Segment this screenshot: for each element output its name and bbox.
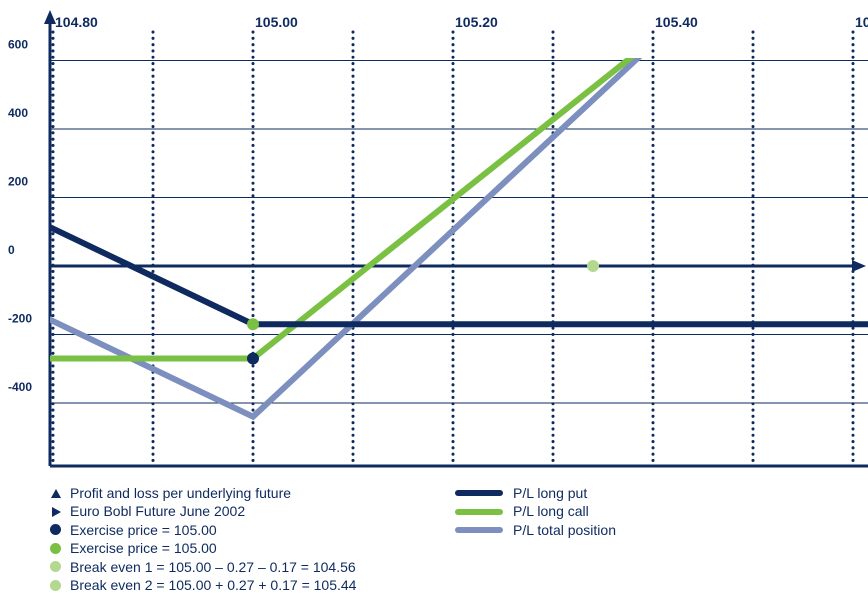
legend-label: Exercise price = 105.00 [70,540,217,557]
vertical-gridlines [51,30,855,468]
dot-icon [50,579,70,591]
series-line-p-l-long-call [50,58,636,362]
line-swatch [455,490,503,497]
x-tick-label: 105.20 [455,14,498,30]
legend-label: P/L long put [513,485,588,501]
y-axis-arrow [44,10,56,24]
y-tick-labels: 600 400 200 0 -200 -400 [8,38,32,395]
x-tick-label: 105.40 [655,14,698,30]
dot-icon [50,542,70,554]
line-swatch [455,508,503,515]
legend-label: Profit and loss per underlying future [70,485,292,501]
legend-row-long-put: P/L long put [455,484,616,502]
marker-point [247,318,259,331]
dot-icon [50,524,70,536]
series-lines [50,58,868,421]
axes [44,10,868,468]
series-line-p-l-total-position [50,58,643,421]
legend-row-break-even-2: Break even 2 = 105.00 + 0.27 + 0.17 = 10… [50,576,356,594]
y-tick-label: 400 [8,106,28,120]
legend-row-break-even-1: Break even 1 = 105.00 – 0.27 – 0.17 = 10… [50,558,356,576]
legend-label: Exercise price = 105.00 [70,521,217,538]
x-tick-label: 105.60 [855,14,868,30]
legend-label: P/L long call [513,503,589,520]
y-tick-label: -200 [8,312,32,326]
legend-row-long-call: P/L long call [455,502,616,520]
y-tick-label: -400 [8,380,32,394]
marker-point [587,260,599,272]
x-axis-arrow [852,260,866,272]
legend-label: Break even 1 = 105.00 – 0.27 – 0.17 = 10… [70,558,356,575]
x-tick-label: 104.80 [55,14,98,30]
legend-row-exercise-call: Exercise price = 105.00 [50,539,356,557]
line-swatch [455,526,503,533]
legend-label: Euro Bobl Future June 2002 [70,503,246,520]
y-tick-label: 0 [8,243,15,257]
x-tick-label: 105.00 [255,14,298,30]
marker-point [247,352,259,365]
legend-row-exercise-put: Exercise price = 105.00 [50,521,356,539]
dot-icon [50,561,70,573]
legend-symbols: Profit and loss per underlying future Eu… [50,484,356,594]
legend-label: Break even 2 = 105.00 + 0.27 + 0.17 = 10… [70,576,357,593]
horizontal-gridlines [50,60,868,404]
y-tick-label: 600 [8,38,28,52]
chart-markers [247,260,599,365]
legend-label: P/L total position [513,521,616,538]
triangle-right-icon [50,506,70,517]
y-tick-label: 200 [8,175,28,189]
legend-row-y-axis: Profit and loss per underlying future [50,484,356,502]
legend-row-x-axis: Euro Bobl Future June 2002 [50,502,356,520]
legend-row-total: P/L total position [455,521,616,539]
legend-lines: P/L long put P/L long call P/L total pos… [455,484,616,539]
series-line-p-l-long-put [50,223,868,328]
triangle-up-icon [50,488,70,498]
